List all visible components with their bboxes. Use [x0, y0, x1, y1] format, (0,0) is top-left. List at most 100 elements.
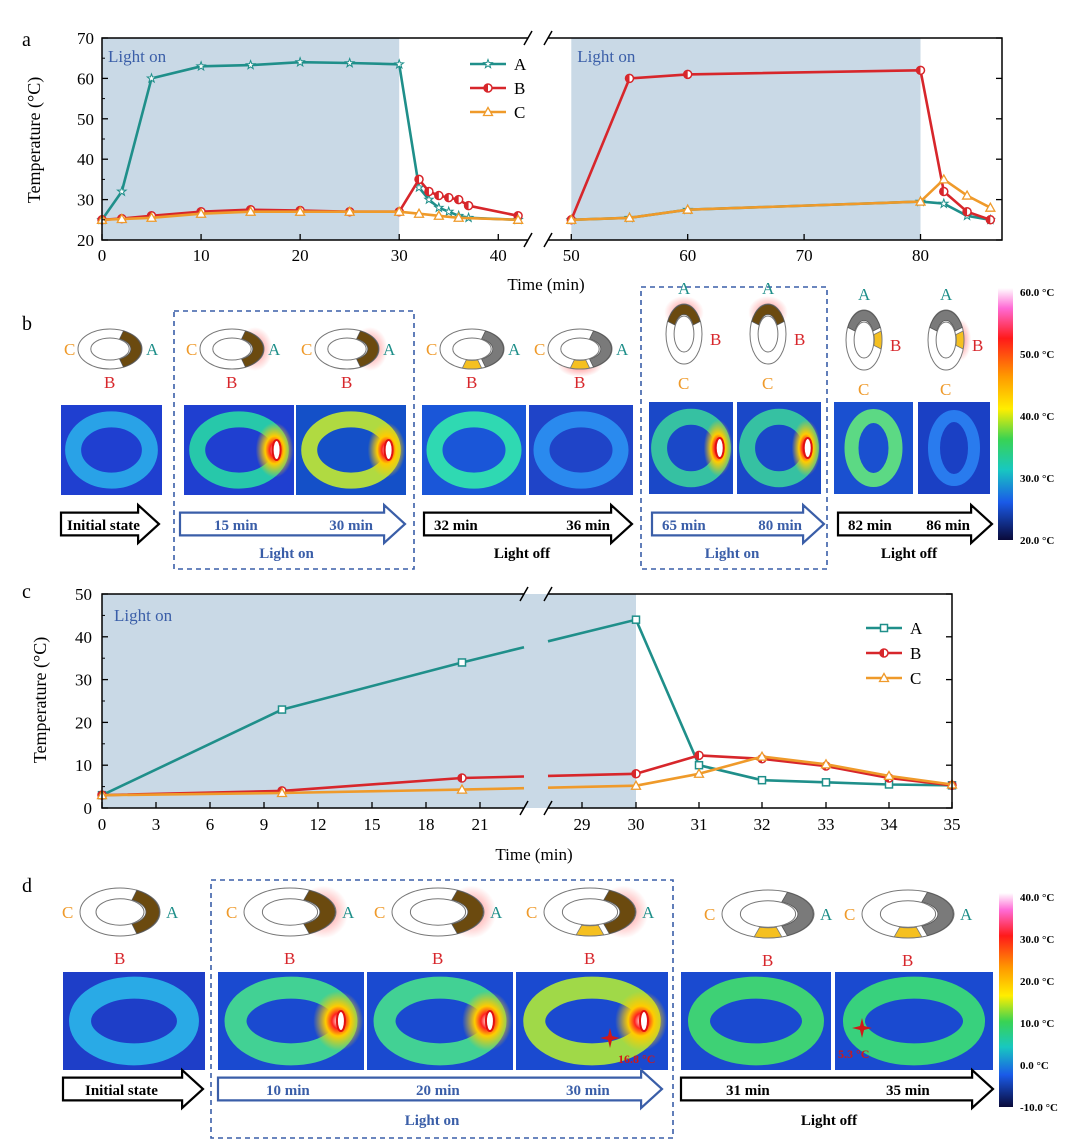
arrow-time-start: 15 min — [214, 518, 258, 534]
segment-C — [461, 359, 483, 370]
x-tick-label: 3 — [152, 815, 161, 834]
x-tick-label: 30 — [391, 246, 408, 265]
ring-schematic — [721, 889, 815, 939]
time-arrow — [679, 1067, 995, 1111]
series-C-point — [456, 783, 468, 794]
segment-C — [873, 330, 883, 350]
label-C: C — [844, 905, 855, 924]
panel-a: a Light on Light on 20 30 40 50 60 70 0 10 20 30 40… — [22, 29, 1003, 294]
series-C-point — [756, 750, 768, 761]
label-C: C — [426, 340, 437, 359]
axis-break-mark — [543, 30, 553, 46]
thermal-image — [737, 402, 821, 494]
colorbar — [999, 893, 1013, 1107]
segment-A — [847, 310, 881, 332]
arrow-time-end: 80 min — [758, 518, 802, 534]
light-on-label: Light on — [114, 606, 173, 625]
label-C: C — [858, 380, 869, 399]
label-B: B — [104, 373, 115, 392]
ring-schematic — [543, 885, 649, 939]
segment-C — [893, 926, 923, 939]
legend-label-A: A — [910, 619, 923, 638]
label-C: C — [186, 340, 197, 359]
segment-A — [667, 304, 701, 326]
series-A-point — [443, 205, 455, 217]
spot-temperature: 16.8 °C — [618, 1052, 655, 1066]
label-A: A — [762, 279, 775, 298]
x-tick-label: 15 — [364, 815, 381, 834]
measure-point — [600, 1028, 620, 1048]
series-A-point — [294, 56, 306, 68]
arrow-time-start: 32 min — [434, 518, 478, 534]
series-B-point — [631, 769, 641, 779]
x-tick-label: 29 — [574, 815, 591, 834]
y-tick-label: 40 — [75, 628, 92, 647]
arrow-caption: Light off — [494, 546, 551, 562]
series-C-point — [623, 211, 636, 222]
label-A: A — [166, 903, 179, 922]
time-arrow — [650, 502, 826, 546]
segment-C — [955, 330, 965, 350]
label-A: A — [383, 340, 396, 359]
ring-schematic — [199, 327, 273, 371]
ring-schematic — [845, 309, 883, 371]
segment-A — [481, 330, 504, 368]
series-B-point — [414, 174, 424, 185]
ring-schematic — [314, 327, 388, 371]
label-C: C — [301, 340, 312, 359]
ring-schematic — [391, 885, 497, 939]
label-B: B — [584, 949, 595, 968]
arrow-time-end: 36 min — [566, 518, 610, 534]
panel-d-label: d — [22, 875, 32, 897]
thermal-image — [681, 972, 831, 1070]
label-B: B — [794, 330, 805, 349]
ring-schematic — [547, 328, 613, 377]
light-on-box — [640, 286, 828, 570]
label-A: A — [146, 340, 159, 359]
segment-A — [131, 889, 160, 935]
light-on-box — [173, 310, 415, 570]
arrow-time-end: 30 min — [566, 1083, 610, 1099]
ring-schematic — [79, 887, 161, 937]
ring-schematic — [664, 295, 704, 365]
series-A-point — [277, 705, 287, 714]
series-B-point — [939, 186, 949, 197]
time-arrow — [836, 502, 994, 546]
segment-A — [356, 330, 379, 368]
legend-marker-C — [482, 106, 494, 117]
label-C: C — [62, 903, 73, 922]
series-C-point — [453, 211, 465, 222]
label-C: C — [940, 380, 951, 399]
series-C-point — [693, 767, 705, 778]
legend-label-C: C — [514, 103, 525, 122]
series-C-point — [433, 209, 445, 220]
series-A-point — [244, 59, 257, 70]
segment-C — [753, 926, 783, 939]
series-A-point — [393, 58, 405, 70]
thermal-image — [63, 972, 205, 1070]
x-tick-label: 9 — [260, 815, 269, 834]
arrow-time-end: 86 min — [926, 518, 970, 534]
colorbar-label: 40.0 °C — [1020, 892, 1054, 904]
panel-a-x-axis-label: Time (min) — [507, 275, 584, 294]
series-C-point — [820, 758, 832, 769]
series-A-point — [145, 72, 158, 84]
thermal-image — [367, 972, 513, 1070]
ring-schematic — [927, 309, 972, 371]
label-B: B — [972, 336, 983, 355]
label-C: C — [64, 340, 75, 359]
x-tick-label: 21 — [472, 815, 489, 834]
arrow-time-start: 31 min — [726, 1083, 770, 1099]
label-A: A — [616, 340, 629, 359]
segment-C — [575, 924, 605, 937]
y-tick-label: 60 — [77, 69, 94, 88]
segment-A — [589, 330, 612, 368]
series-C-point — [195, 207, 207, 218]
colorbar-label: 30.0 °C — [1020, 934, 1054, 946]
legend-marker-B — [483, 83, 493, 93]
colorbar-label: 20.0 °C — [1020, 976, 1054, 988]
